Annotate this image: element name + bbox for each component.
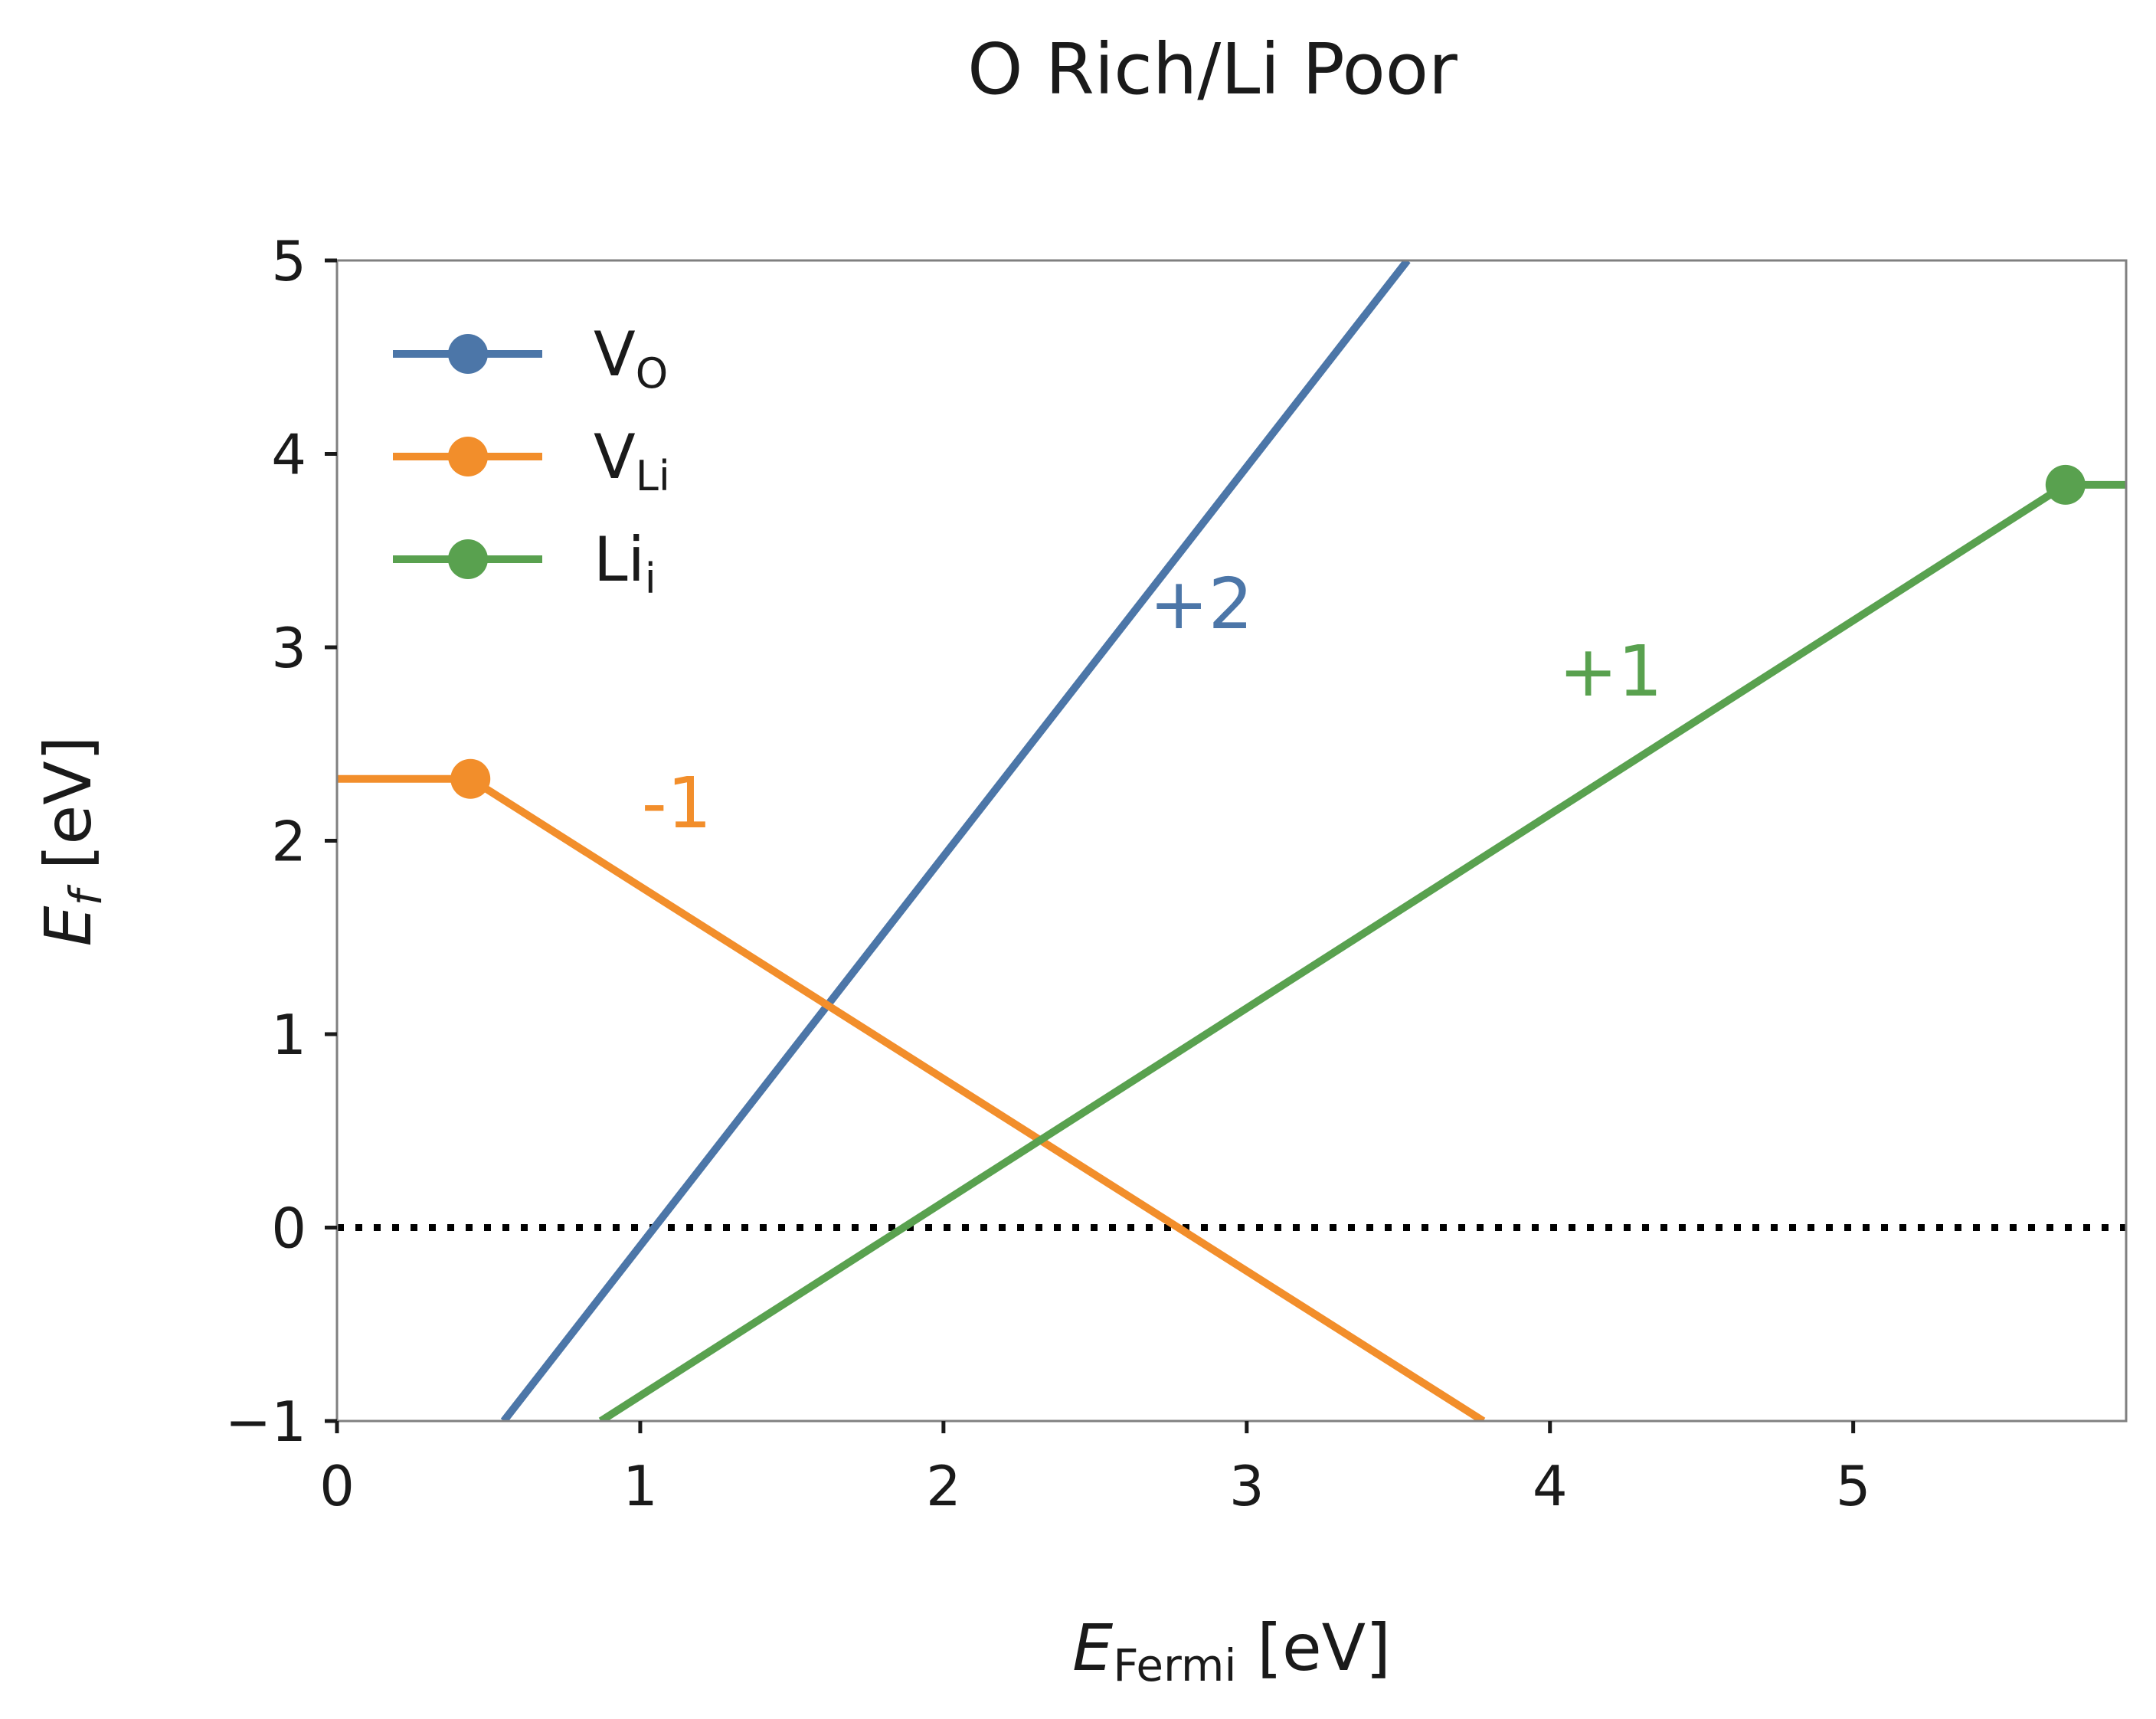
- y-tick-label: 0: [271, 1197, 306, 1261]
- x-tick-label: 2: [926, 1454, 961, 1518]
- charge-label-2: +1: [1559, 630, 1663, 712]
- y-tick-label: 5: [271, 229, 306, 293]
- y-tick-label: 2: [271, 810, 306, 874]
- series-marker-2: [2045, 464, 2086, 505]
- series-marker-1: [450, 758, 491, 799]
- charge-label-1: -1: [642, 762, 712, 844]
- series-line-0: [500, 260, 1411, 1421]
- legend: VO VLi Lii: [393, 319, 670, 603]
- y-tick-label: 3: [271, 616, 306, 680]
- x-axis-ticks: 0 1 2 3 4 5: [319, 1421, 1871, 1518]
- charge-labels: +2 -1 +1: [642, 563, 1663, 844]
- y-axis-label-main: E: [31, 905, 106, 946]
- x-axis-label-unit: [eV]: [1237, 1610, 1391, 1685]
- y-tick-label: 4: [271, 423, 306, 487]
- y-axis-label: Ef [eV]: [31, 736, 112, 947]
- x-tick-label: 1: [623, 1454, 658, 1518]
- legend-label-0: VO: [594, 319, 668, 398]
- x-tick-label: 0: [319, 1454, 355, 1518]
- x-axis-label: EFermi [eV]: [1072, 1610, 1391, 1691]
- legend-marker-1: [448, 437, 488, 476]
- marker-layer: [450, 464, 2086, 799]
- legend-label-1: VLi: [594, 421, 670, 500]
- y-axis-ticks: −1 0 1 2 3 4 5: [225, 229, 337, 1454]
- x-axis-label-main: E: [1072, 1610, 1113, 1685]
- y-tick-label: −1: [225, 1390, 306, 1454]
- x-tick-label: 4: [1533, 1454, 1568, 1518]
- x-tick-label: 5: [1836, 1454, 1871, 1518]
- legend-marker-2: [448, 539, 488, 579]
- legend-marker-0: [448, 334, 488, 374]
- x-tick-label: 3: [1229, 1454, 1264, 1518]
- legend-label-2: Lii: [594, 524, 656, 603]
- chart-title: O Rich/Li Poor: [967, 28, 1458, 110]
- charge-label-0: +2: [1150, 563, 1254, 645]
- x-axis-label-sub: Fermi: [1113, 1639, 1236, 1691]
- y-axis-label-unit: [eV]: [31, 736, 106, 890]
- y-tick-label: 1: [271, 1003, 306, 1067]
